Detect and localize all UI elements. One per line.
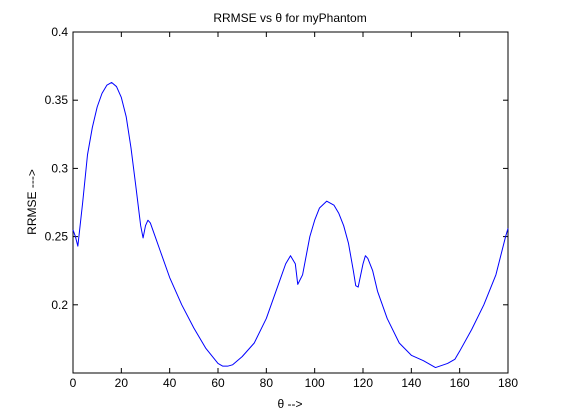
series-line: [72, 81, 509, 369]
chart-title: RRMSE vs θ for myPhantom: [213, 11, 366, 25]
y-tick-label: 0.3: [51, 161, 68, 175]
x-tick-label: 0: [70, 376, 77, 390]
x-tick-label: 100: [305, 376, 325, 390]
y-tick-label: 0.25: [45, 230, 69, 244]
y-tick-label: 0.4: [51, 25, 68, 39]
x-tick-label: 120: [353, 376, 373, 390]
x-tick-label: 40: [163, 376, 177, 390]
x-tick-label: 140: [401, 376, 421, 390]
x-tick-label: 160: [450, 376, 470, 390]
x-tick-label: 60: [211, 376, 225, 390]
x-tick-label: 180: [498, 376, 518, 390]
plot-area: [72, 31, 509, 374]
y-axis-label: RRMSE --->: [25, 169, 39, 235]
y-tick-label: 0.2: [51, 298, 68, 312]
x-tick-label: 80: [260, 376, 274, 390]
x-axis-label: θ -->: [277, 397, 302, 411]
x-axis-ticks: 0 20 40 60 80 100 120 140 160 180: [70, 32, 518, 390]
x-tick-label: 20: [115, 376, 129, 390]
series-layer: [72, 81, 509, 369]
y-axis-ticks: 0.2 0.25 0.3 0.35 0.4: [45, 25, 508, 312]
y-tick-label: 0.35: [45, 93, 69, 107]
